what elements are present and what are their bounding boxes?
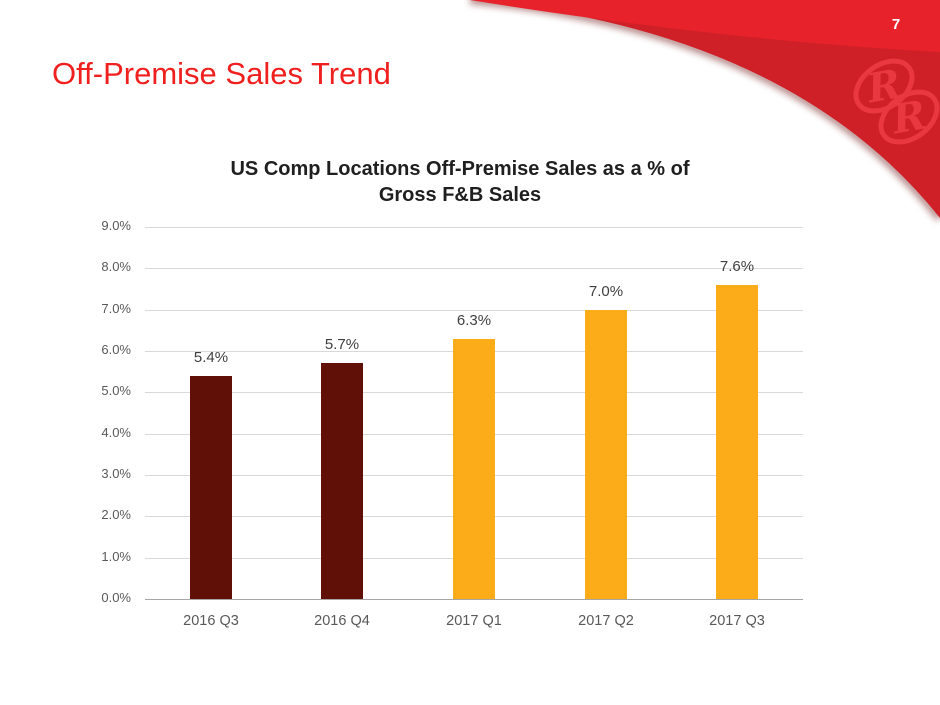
y-tick-label: 3.0% <box>101 466 131 481</box>
y-tick-label: 6.0% <box>101 342 131 357</box>
gridline <box>145 227 803 228</box>
bar-value-label: 6.3% <box>456 312 492 329</box>
y-tick-label: 0.0% <box>101 590 131 605</box>
gridline <box>145 599 803 600</box>
gridline <box>145 310 803 311</box>
x-tick-label: 2017 Q2 <box>578 613 634 629</box>
slide-title: Off-Premise Sales Trend <box>52 56 391 91</box>
bar-2016-q4 <box>321 363 363 599</box>
x-tick-label: 2016 Q3 <box>183 613 239 629</box>
bar-2017-q2 <box>585 310 627 599</box>
y-tick-label: 4.0% <box>101 425 131 440</box>
bar-2017-q3 <box>716 285 758 599</box>
bar-2017-q1 <box>453 339 495 599</box>
gridline <box>145 268 803 269</box>
y-tick-label: 1.0% <box>101 549 131 564</box>
y-tick-label: 8.0% <box>101 259 131 274</box>
bar-value-label: 5.4% <box>193 349 229 366</box>
chart-title-line-1: US Comp Locations Off-Premise Sales as a… <box>230 158 690 180</box>
x-tick-label: 2017 Q1 <box>446 613 502 629</box>
x-tick-label: 2017 Q3 <box>709 613 765 629</box>
bar-value-label: 7.0% <box>588 283 624 300</box>
bar-value-label: 5.7% <box>324 336 360 353</box>
chart-title: US Comp Locations Off-Premise Sales as a… <box>130 156 790 208</box>
bar-2016-q3 <box>190 376 232 599</box>
chart-title-line-2: Gross F&B Sales <box>378 184 542 206</box>
y-tick-label: 7.0% <box>101 301 131 316</box>
bar-value-label: 7.6% <box>719 258 755 275</box>
x-tick-label: 2016 Q4 <box>314 613 370 629</box>
plot-area: 0.0% 1.0% 2.0% 3.0% 4.0% 5.0% 6.0% 7.0% 8.0% 9.0%… <box>101 218 803 629</box>
y-tick-label: 9.0% <box>101 218 131 233</box>
y-tick-label: 2.0% <box>101 507 131 522</box>
page-number: 7 <box>891 16 901 33</box>
y-tick-label: 5.0% <box>101 383 131 398</box>
